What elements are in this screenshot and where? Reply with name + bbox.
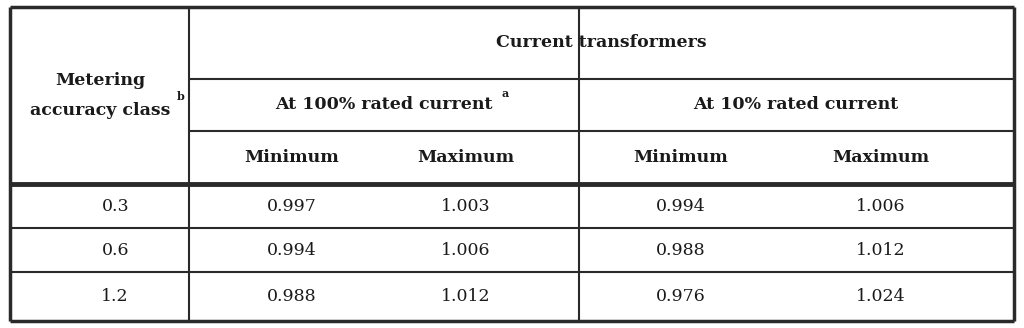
Text: Current transformers: Current transformers [497,34,707,51]
Text: 0.976: 0.976 [656,288,706,305]
Text: b: b [176,92,184,102]
Text: accuracy class: accuracy class [30,102,170,119]
Text: At 100% rated current: At 100% rated current [275,96,493,113]
Text: 0.997: 0.997 [267,198,316,215]
Text: 0.994: 0.994 [656,198,706,215]
Text: Minimum: Minimum [634,149,728,166]
Text: Maximum: Maximum [833,149,929,166]
Text: 1.024: 1.024 [856,288,905,305]
Text: 0.6: 0.6 [101,242,129,259]
Text: 0.3: 0.3 [101,198,129,215]
Text: 0.994: 0.994 [267,242,316,259]
Text: 1.012: 1.012 [441,288,490,305]
Text: Metering: Metering [54,72,145,89]
Text: Minimum: Minimum [245,149,339,166]
Text: 1.006: 1.006 [856,198,905,215]
Text: 1.012: 1.012 [856,242,905,259]
Text: 1.003: 1.003 [441,198,490,215]
Text: 0.988: 0.988 [267,288,316,305]
Text: a: a [502,88,509,99]
Text: At 10% rated current: At 10% rated current [693,96,899,113]
Text: 0.988: 0.988 [656,242,706,259]
Text: 1.2: 1.2 [101,288,129,305]
Text: 1.006: 1.006 [441,242,490,259]
Text: Maximum: Maximum [418,149,514,166]
